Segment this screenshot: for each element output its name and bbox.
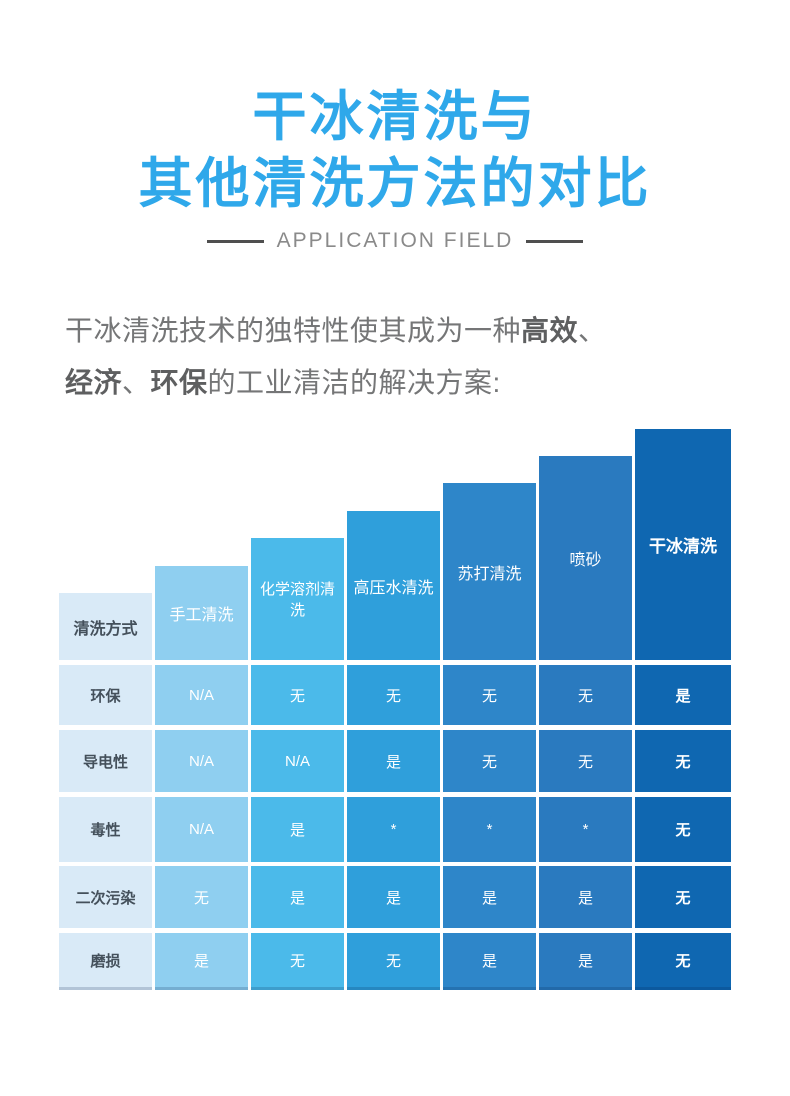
row-label: 毒性 (59, 797, 152, 862)
subtitle-row: APPLICATION FIELD (0, 229, 790, 253)
column-header: 苏打清洗 (443, 483, 536, 660)
intro-line-2: 经济、环保的工业清洁的解决方案: (65, 357, 745, 409)
row-label: 二次污染 (59, 866, 152, 928)
column-header: 喷砂 (539, 456, 632, 660)
column-header-label: 高压水清洗 (353, 579, 434, 597)
column-soda-cleaning: 苏打清洗 无 无 * 是 是 (443, 483, 539, 990)
column-chemical-solvent-cleaning: 化学溶剂清洗 无 N/A 是 是 无 (251, 538, 347, 990)
table-cell: 无 (635, 866, 731, 928)
divider-line-right (526, 239, 584, 243)
table-cell: N/A (155, 730, 248, 792)
table-cell: 是 (539, 866, 632, 928)
intro-line-1: 干冰清洗技术的独特性使其成为一种高效、 (65, 305, 745, 357)
column-header-label: 化学溶剂清洗 (259, 581, 335, 619)
table-cell: N/A (155, 665, 248, 725)
column-header-label: 手工清洗 (169, 607, 234, 624)
table-cell: 是 (635, 665, 731, 725)
column-manual-cleaning: 手工清洗 N/A N/A N/A 无 是 (155, 566, 251, 990)
intro-text: 的工业清洁的解决方案: (207, 367, 501, 398)
table-cell: 是 (251, 866, 344, 928)
table-cell: * (443, 797, 536, 862)
table-cell: * (347, 797, 440, 862)
table-cell: 无 (635, 730, 731, 792)
table-cell: 是 (347, 866, 440, 928)
column-sand-blasting: 喷砂 无 无 * 是 是 (539, 456, 635, 990)
table-cell: N/A (251, 730, 344, 792)
column-header: 干冰清洗 (635, 429, 731, 660)
table-cell: 无 (539, 730, 632, 792)
column-header-label: 苏打清洗 (457, 565, 522, 583)
table-cell: 无 (347, 665, 440, 725)
row-label: 导电性 (59, 730, 152, 792)
comparison-table: 清洗方式 环保 导电性 毒性 二次污染 磨损 手工清洗 N/A N/A N/A … (59, 429, 731, 990)
divider-line-left (206, 239, 264, 243)
table-cell: 无 (443, 730, 536, 792)
column-header: 高压水清洗 (347, 511, 440, 660)
intro-text: 、 (122, 367, 151, 398)
table-cell: 无 (347, 933, 440, 990)
intro-text-bold: 环保 (150, 367, 208, 398)
table-cell: 无 (251, 665, 344, 725)
column-header-label: 喷砂 (569, 552, 602, 569)
table-cell: 是 (443, 866, 536, 928)
table-cell: 是 (251, 797, 344, 862)
column-header: 化学溶剂清洗 (251, 538, 344, 660)
table-cell: 无 (635, 797, 731, 862)
table-cell: 是 (155, 933, 248, 990)
table-cell: 无 (539, 665, 632, 725)
title-line-2: 其他清洗方法的对比 (138, 154, 652, 214)
intro-paragraph: 干冰清洗技术的独特性使其成为一种高效、 经济、环保的工业清洁的解决方案: (65, 305, 745, 409)
table-cell: 无 (155, 866, 248, 928)
table-cell: * (539, 797, 632, 862)
row-label: 环保 (59, 665, 152, 725)
column-header-label: 干冰清洗 (649, 537, 717, 556)
table-cell: 是 (443, 933, 536, 990)
table-cell: 无 (251, 933, 344, 990)
intro-text: 干冰清洗技术的独特性使其成为一种 (65, 315, 522, 346)
table-cell: 无 (635, 933, 731, 990)
column-high-pressure-water-cleaning: 高压水清洗 无 是 * 是 无 (347, 511, 443, 990)
subtitle-label: APPLICATION FIELD (276, 229, 514, 252)
column-header: 清洗方式 (59, 593, 152, 660)
table-cell: 无 (443, 665, 536, 725)
intro-text-bold: 经济 (65, 367, 123, 398)
page-title: 干冰清洗与 其他清洗方法的对比 (0, 84, 790, 218)
table-cell: 是 (539, 933, 632, 990)
row-label: 磨损 (59, 933, 152, 990)
column-header: 手工清洗 (155, 566, 248, 660)
intro-text-bold: 高效 (521, 315, 579, 346)
column-dry-ice-cleaning: 干冰清洗 是 无 无 无 无 (635, 429, 731, 990)
column-header-label: 清洗方式 (73, 620, 138, 638)
table-cell: N/A (155, 797, 248, 862)
column-cleaning-method-labels: 清洗方式 环保 导电性 毒性 二次污染 磨损 (59, 593, 155, 990)
title-line-1: 干冰清洗与 (252, 87, 538, 147)
intro-text: 、 (578, 315, 607, 346)
table-cell: 是 (347, 730, 440, 792)
